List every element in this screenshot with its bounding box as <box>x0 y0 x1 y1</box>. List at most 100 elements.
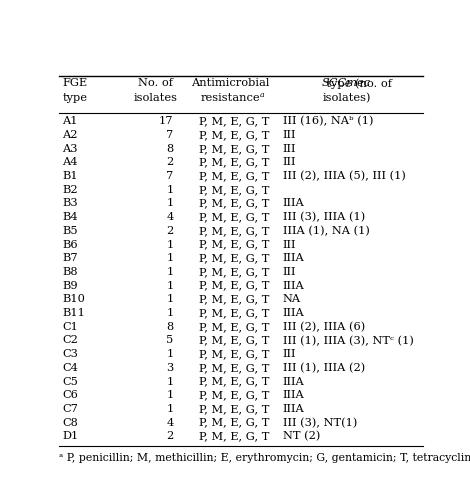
Text: III: III <box>283 349 296 359</box>
Text: P, M, E, G, T: P, M, E, G, T <box>199 417 269 428</box>
Text: IIIA: IIIA <box>283 404 305 414</box>
Text: III: III <box>283 267 296 277</box>
Text: P, M, E, G, T: P, M, E, G, T <box>199 308 269 318</box>
Text: P, M, E, G, T: P, M, E, G, T <box>199 185 269 195</box>
Text: IIIA: IIIA <box>283 199 305 208</box>
Text: IIIA: IIIA <box>283 253 305 263</box>
Text: IIIA: IIIA <box>283 376 305 386</box>
Text: III (1), IIIA (2): III (1), IIIA (2) <box>283 363 365 373</box>
Text: P, M, E, G, T: P, M, E, G, T <box>199 431 269 441</box>
Text: P, M, E, G, T: P, M, E, G, T <box>199 199 269 208</box>
Text: B8: B8 <box>63 267 78 277</box>
Text: 1: 1 <box>166 267 173 277</box>
Text: C4: C4 <box>63 363 78 373</box>
Text: C7: C7 <box>63 404 78 414</box>
Text: B4: B4 <box>63 212 78 222</box>
Text: P, M, E, G, T: P, M, E, G, T <box>199 267 269 277</box>
Text: ᵃ P, penicillin; M, methicillin; E, erythromycin; G, gentamicin; T, tetracycline: ᵃ P, penicillin; M, methicillin; E, eryt… <box>59 453 470 463</box>
Text: 1: 1 <box>166 185 173 195</box>
Text: P, M, E, G, T: P, M, E, G, T <box>199 130 269 140</box>
Text: III (3), NT(1): III (3), NT(1) <box>283 417 357 428</box>
Text: III (16), NAᵇ (1): III (16), NAᵇ (1) <box>283 117 373 126</box>
Text: 3: 3 <box>166 363 173 373</box>
Text: C5: C5 <box>63 376 78 386</box>
Text: C1: C1 <box>63 322 78 332</box>
Text: 17: 17 <box>159 117 173 126</box>
Text: 1: 1 <box>166 240 173 249</box>
Text: 4: 4 <box>166 417 173 428</box>
Text: P, M, E, G, T: P, M, E, G, T <box>199 322 269 332</box>
Text: B10: B10 <box>63 294 85 304</box>
Text: 1: 1 <box>166 376 173 386</box>
Text: SCCmec: SCCmec <box>322 79 371 88</box>
Text: III: III <box>283 158 296 167</box>
Text: III (1), IIIA (3), NTᶜ (1): III (1), IIIA (3), NTᶜ (1) <box>283 335 414 346</box>
Text: 7: 7 <box>166 130 173 140</box>
Text: C8: C8 <box>63 417 78 428</box>
Text: B6: B6 <box>63 240 78 249</box>
Text: 1: 1 <box>166 404 173 414</box>
Text: Antimicrobial: Antimicrobial <box>191 79 269 88</box>
Text: III: III <box>283 144 296 154</box>
Text: A3: A3 <box>63 144 78 154</box>
Text: P, M, E, G, T: P, M, E, G, T <box>199 158 269 167</box>
Text: 1: 1 <box>166 281 173 290</box>
Text: B11: B11 <box>63 308 85 318</box>
Text: P, M, E, G, T: P, M, E, G, T <box>199 349 269 359</box>
Text: C3: C3 <box>63 349 78 359</box>
Text: 2: 2 <box>166 226 173 236</box>
Text: 2: 2 <box>166 158 173 167</box>
Text: III: III <box>283 240 296 249</box>
Text: 1: 1 <box>166 349 173 359</box>
Text: 7: 7 <box>166 171 173 181</box>
Text: isolates): isolates) <box>322 93 371 103</box>
Text: A4: A4 <box>63 158 78 167</box>
Text: C2: C2 <box>63 335 78 345</box>
Text: FGE: FGE <box>63 79 87 88</box>
Text: IIIA: IIIA <box>283 281 305 290</box>
Text: B3: B3 <box>63 199 78 208</box>
Text: P, M, E, G, T: P, M, E, G, T <box>199 404 269 414</box>
Text: isolates: isolates <box>133 93 177 103</box>
Text: III (2), IIIA (6): III (2), IIIA (6) <box>283 322 365 332</box>
Text: B9: B9 <box>63 281 78 290</box>
Text: type (no. of: type (no. of <box>301 79 392 89</box>
Text: P, M, E, G, T: P, M, E, G, T <box>199 171 269 181</box>
Text: 2: 2 <box>166 431 173 441</box>
Text: NT (2): NT (2) <box>283 431 320 442</box>
Text: B5: B5 <box>63 226 78 236</box>
Text: C6: C6 <box>63 390 78 400</box>
Text: P, M, E, G, T: P, M, E, G, T <box>199 144 269 154</box>
Text: IIIA: IIIA <box>283 390 305 400</box>
Text: 1: 1 <box>166 294 173 304</box>
Text: B2: B2 <box>63 185 78 195</box>
Text: P, M, E, G, T: P, M, E, G, T <box>199 294 269 304</box>
Text: B7: B7 <box>63 253 78 263</box>
Text: III (2), IIIA (5), III (1): III (2), IIIA (5), III (1) <box>283 171 406 181</box>
Text: 4: 4 <box>166 212 173 222</box>
Text: P, M, E, G, T: P, M, E, G, T <box>199 240 269 249</box>
Text: P, M, E, G, T: P, M, E, G, T <box>199 363 269 373</box>
Text: 1: 1 <box>166 253 173 263</box>
Text: 1: 1 <box>166 308 173 318</box>
Text: P, M, E, G, T: P, M, E, G, T <box>199 335 269 345</box>
Text: P, M, E, G, T: P, M, E, G, T <box>199 212 269 222</box>
Text: B1: B1 <box>63 171 78 181</box>
Text: P, M, E, G, T: P, M, E, G, T <box>199 117 269 126</box>
Text: 8: 8 <box>166 144 173 154</box>
Text: 1: 1 <box>166 199 173 208</box>
Text: a: a <box>260 91 265 99</box>
Text: P, M, E, G, T: P, M, E, G, T <box>199 253 269 263</box>
Text: 8: 8 <box>166 322 173 332</box>
Text: No. of: No. of <box>138 79 173 88</box>
Text: P, M, E, G, T: P, M, E, G, T <box>199 390 269 400</box>
Text: 1: 1 <box>166 390 173 400</box>
Text: NA: NA <box>283 294 301 304</box>
Text: P, M, E, G, T: P, M, E, G, T <box>199 376 269 386</box>
Text: P, M, E, G, T: P, M, E, G, T <box>199 281 269 290</box>
Text: IIIA (1), NA (1): IIIA (1), NA (1) <box>283 226 369 236</box>
Text: III (3), IIIA (1): III (3), IIIA (1) <box>283 212 365 222</box>
Text: P, M, E, G, T: P, M, E, G, T <box>199 226 269 236</box>
Text: D1: D1 <box>63 431 78 441</box>
Text: resistance: resistance <box>200 93 260 103</box>
